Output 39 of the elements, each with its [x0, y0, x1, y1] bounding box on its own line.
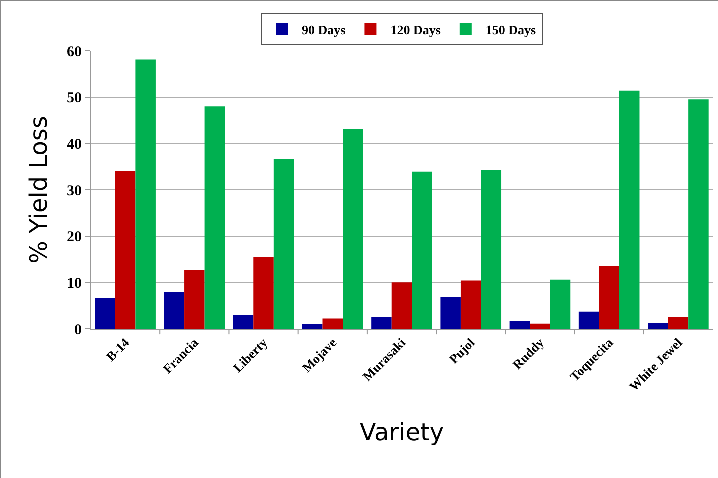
bar — [392, 282, 412, 329]
bar — [599, 266, 620, 329]
bar — [204, 106, 226, 329]
y-tick-label: 40 — [67, 136, 82, 153]
bar — [440, 297, 461, 329]
bar — [95, 298, 116, 329]
bar — [578, 312, 600, 329]
bar — [233, 316, 254, 329]
bar — [688, 100, 709, 329]
y-tick-label: 10 — [67, 276, 82, 292]
y-tick-label: 0 — [74, 322, 82, 338]
y-tick-label: 30 — [67, 183, 82, 200]
bar — [412, 172, 432, 329]
bar — [460, 280, 482, 329]
bar — [274, 158, 294, 329]
y-tick-label: 50 — [67, 90, 82, 107]
bar — [343, 129, 364, 329]
x-axis-title: Variety — [360, 418, 444, 446]
bar — [619, 90, 640, 329]
y-tick-label: 60 — [67, 44, 82, 60]
bar — [481, 170, 502, 329]
bar — [510, 321, 530, 329]
bar — [115, 171, 136, 329]
bar — [668, 317, 689, 329]
bar — [302, 324, 323, 329]
y-axis-title: % Yield Loss — [25, 116, 54, 264]
y-tick-label: 20 — [67, 230, 82, 246]
bar — [136, 60, 156, 329]
bar — [164, 292, 185, 329]
bar — [550, 280, 571, 329]
bar — [184, 270, 205, 329]
bar — [530, 324, 550, 329]
bar — [322, 318, 344, 329]
bar — [254, 257, 274, 329]
legend-label: 150 Days — [486, 22, 536, 38]
legend-label: 90 Days — [302, 22, 346, 38]
bar — [372, 317, 392, 329]
legend-label: 120 Days — [390, 22, 441, 38]
bar — [648, 322, 668, 329]
